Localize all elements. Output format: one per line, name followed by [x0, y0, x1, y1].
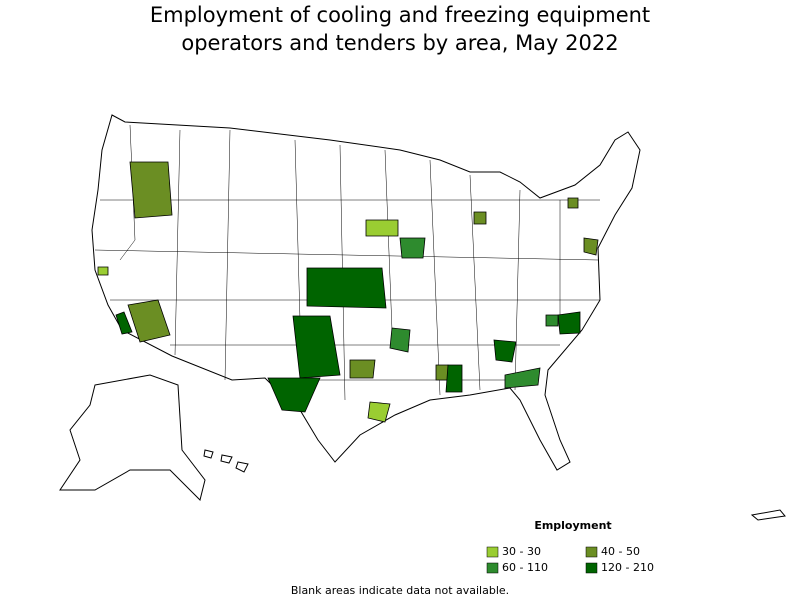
region-borders [94, 124, 600, 401]
title-line: operators and tenders by area, May 2022 [181, 31, 618, 55]
legend-label: 30 - 30 [502, 545, 541, 558]
area [389, 327, 411, 353]
area [583, 237, 599, 256]
legend: Employment 30 - 30 40 - 50 60 - 110 120 - 2… [486, 519, 654, 574]
area [567, 197, 579, 209]
legend-swatch [486, 562, 499, 574]
alaska [59, 374, 206, 501]
legend-swatch [585, 562, 598, 574]
area [557, 311, 581, 335]
area [367, 401, 391, 423]
area [115, 311, 133, 335]
area [127, 299, 171, 343]
area [267, 377, 321, 413]
area [129, 161, 173, 219]
legend-label: 40 - 50 [601, 545, 640, 558]
puerto-rico [750, 509, 786, 521]
footnote: Blank areas indicate data not available. [291, 584, 509, 597]
area [399, 237, 426, 259]
map [59, 114, 786, 521]
area [306, 267, 387, 309]
area [504, 367, 541, 389]
area [493, 339, 517, 363]
legend-label: 120 - 210 [601, 561, 654, 574]
legend-title: Employment [534, 519, 611, 532]
area [365, 219, 399, 237]
area [435, 364, 449, 381]
area [292, 315, 341, 379]
legend-swatch [486, 546, 499, 558]
area [445, 364, 463, 393]
area [97, 266, 109, 276]
legend-swatch [585, 546, 598, 558]
hawaii [203, 449, 249, 473]
legend-label: 60 - 110 [502, 561, 548, 574]
area [473, 211, 487, 225]
area [349, 359, 376, 379]
title-line: Employment of cooling and freezing equip… [150, 3, 650, 27]
area [545, 314, 559, 327]
